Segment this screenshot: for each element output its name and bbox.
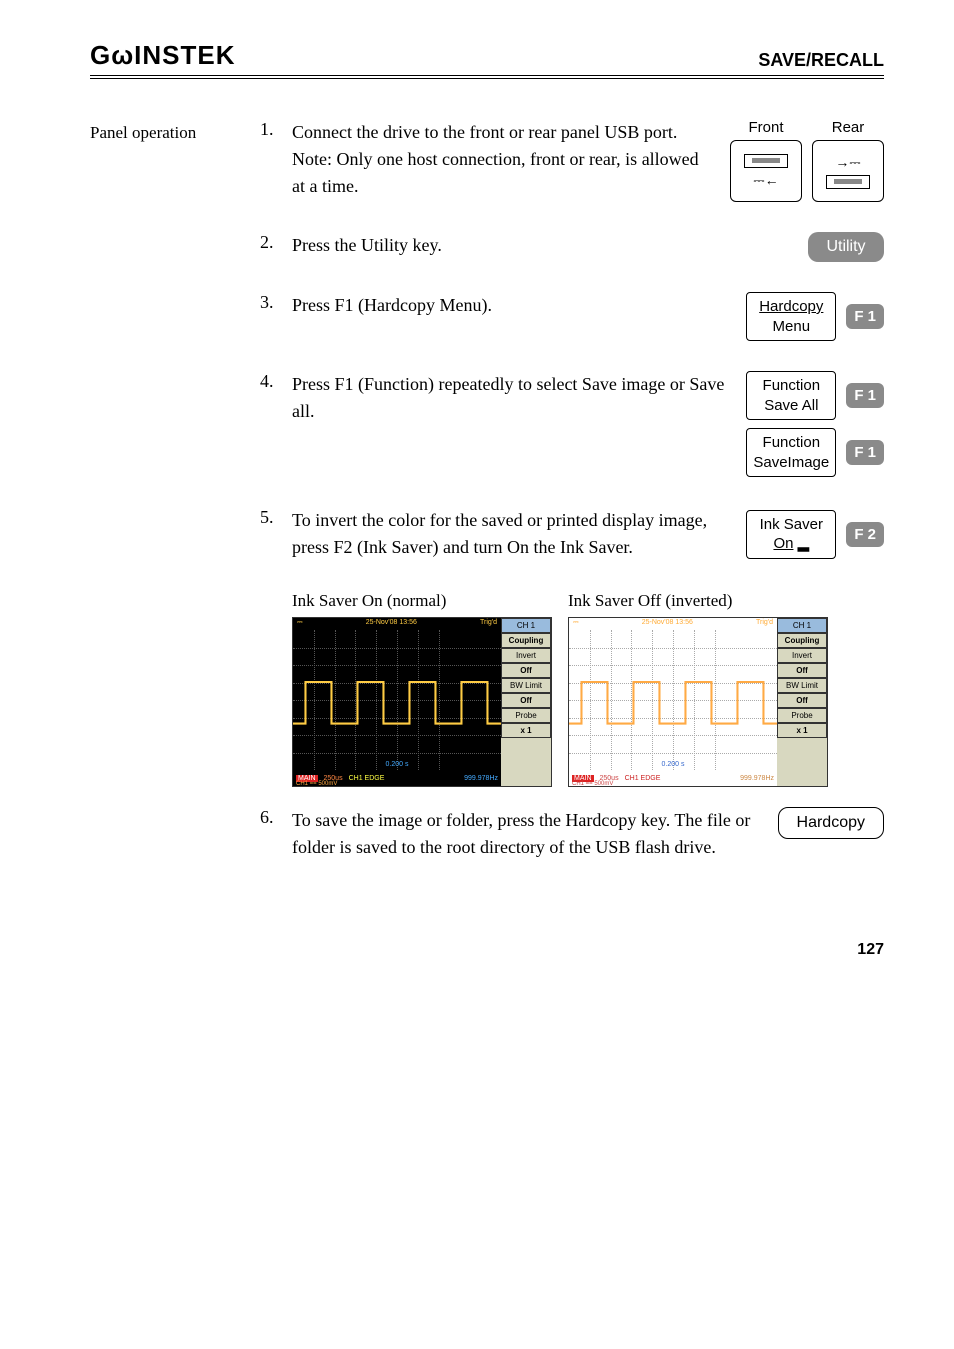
- front-label: Front: [730, 119, 802, 136]
- left-label: Panel operation: [90, 119, 240, 891]
- brand-logo: GωINSTEK: [90, 40, 236, 71]
- utility-key: Utility: [808, 232, 884, 262]
- step-1: 1. Connect the drive to the front or rea…: [260, 119, 884, 202]
- page-header: GωINSTEK SAVE/RECALL: [90, 40, 884, 79]
- usb-icon: ⎓←: [753, 172, 778, 189]
- step-5: 5. To invert the color for the saved or …: [260, 507, 884, 561]
- f1-tag: F 1: [846, 304, 884, 329]
- usb-slot-icon: [826, 175, 870, 189]
- port-diagram: Front ⎓← Rear →⎓: [730, 119, 884, 202]
- step-number: 4.: [260, 371, 280, 477]
- rear-label: Rear: [812, 119, 884, 136]
- step-number: 2.: [260, 232, 280, 262]
- page-content: Panel operation 1. Connect the drive to …: [90, 119, 884, 891]
- softkey-hardcopy-menu: Hardcopy Menu: [746, 292, 836, 341]
- f1-tag: F 1: [846, 383, 884, 408]
- ink-off-label: Ink Saver Off (inverted): [568, 591, 828, 611]
- step-3: 3. Press F1 (Hardcopy Menu). Hardcopy Me…: [260, 292, 884, 341]
- softkey-function-saveimage: Function SaveImage: [746, 428, 836, 477]
- hardcopy-key-fig: Hardcopy: [778, 807, 884, 861]
- scope-screenshot-dark: ⎓ 25-Nov'08 13:56 Trig'd 0.200 s MAIN 25…: [292, 617, 552, 787]
- usb-icon: ⎓: [573, 619, 579, 629]
- usb-icon: →⎓: [835, 154, 860, 171]
- rear-port: Rear →⎓: [812, 119, 884, 202]
- usb-slot-icon: [744, 154, 788, 168]
- step-text: Press F1 (Hardcopy Menu).: [292, 292, 732, 341]
- ink-off-column: Ink Saver Off (inverted) ⎓ 25-Nov'08 13:…: [568, 591, 828, 787]
- step-6: 6. To save the image or folder, press th…: [260, 807, 884, 861]
- softkey-function-saveall: Function Save All: [746, 371, 836, 420]
- usb-icon: ⎓: [297, 619, 303, 629]
- step-text: To save the image or folder, press the H…: [292, 807, 764, 861]
- ink-saver-comparison: Ink Saver On (normal) ⎓ 25-Nov'08 13:56 …: [292, 591, 884, 787]
- f1-tag: F 1: [846, 440, 884, 465]
- step-text: Connect the drive to the front or rear p…: [292, 119, 716, 202]
- step-number: 6.: [260, 807, 280, 861]
- ink-on-column: Ink Saver On (normal) ⎓ 25-Nov'08 13:56 …: [292, 591, 552, 787]
- function-softkeys: Function Save All F 1 Function SaveImage…: [746, 371, 884, 477]
- hardcopy-menu-fig: Hardcopy Menu F 1: [746, 292, 884, 341]
- step-2: 2. Press the Utility key. Utility: [260, 232, 884, 262]
- f2-tag: F 2: [846, 522, 884, 547]
- softkey-ink-saver: Ink Saver On ▂: [746, 510, 836, 559]
- front-port: Front ⎓←: [730, 119, 802, 202]
- step-text: To invert the color for the saved or pri…: [292, 507, 732, 561]
- waveform-icon: [569, 630, 777, 776]
- hardcopy-key: Hardcopy: [778, 807, 884, 839]
- ink-saver-softkey: Ink Saver On ▂ F 2: [746, 507, 884, 561]
- ink-on-label: Ink Saver On (normal): [292, 591, 552, 611]
- step-number: 1.: [260, 119, 280, 202]
- step-text: Press F1 (Function) repeatedly to select…: [292, 371, 732, 477]
- utility-key-fig: Utility: [808, 232, 884, 262]
- step-number: 3.: [260, 292, 280, 341]
- step-text: Press the Utility key.: [292, 232, 794, 262]
- page-number: 127: [90, 941, 884, 959]
- step-number: 5.: [260, 507, 280, 561]
- section-title: SAVE/RECALL: [758, 50, 884, 71]
- step-4: 4. Press F1 (Function) repeatedly to sel…: [260, 371, 884, 477]
- waveform-icon: [293, 630, 501, 776]
- scope-screenshot-light: ⎓ 25-Nov'08 13:56 Trig'd 0.200 s MAIN 25…: [568, 617, 828, 787]
- steps-column: 1. Connect the drive to the front or rea…: [260, 119, 884, 891]
